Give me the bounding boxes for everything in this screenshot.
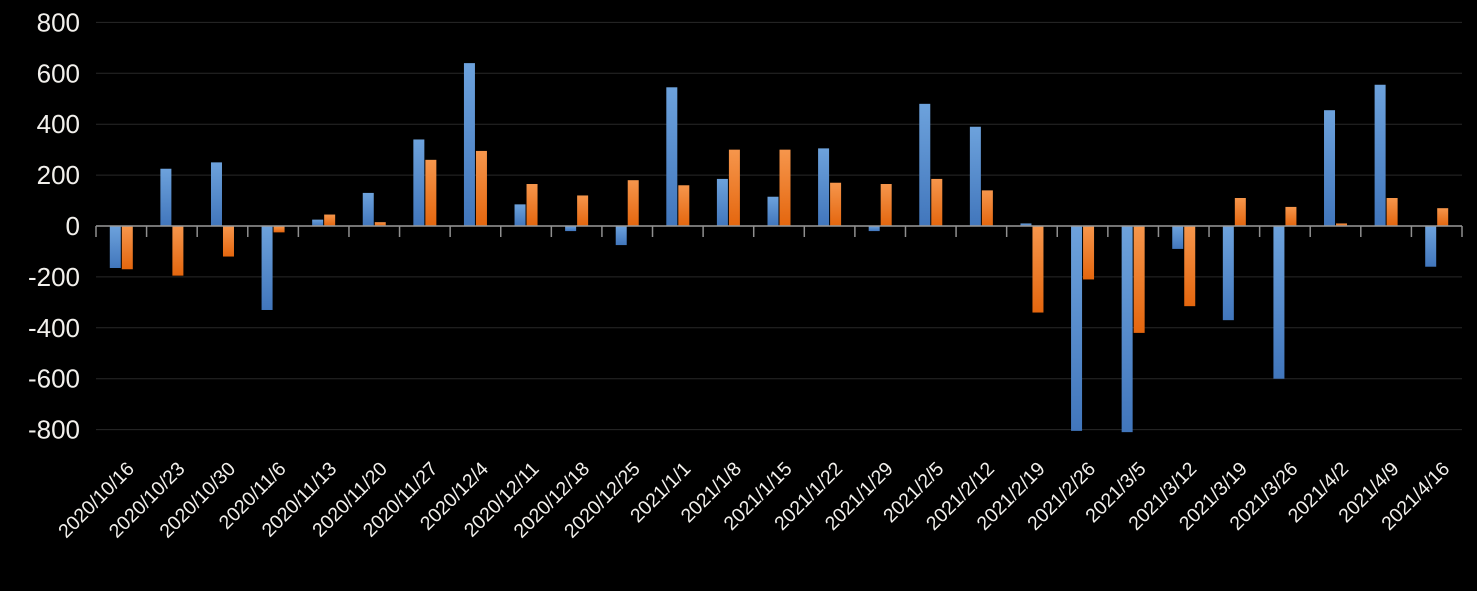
y-axis-tick-label--800: -800 bbox=[28, 415, 80, 445]
bar-orange-2021/3/26[interactable] bbox=[1285, 206, 1297, 226]
bar-blue-2020/12/11[interactable] bbox=[514, 204, 526, 226]
bar-orange-2020/10/16[interactable] bbox=[121, 226, 133, 270]
bar-orange-2020/10/30[interactable] bbox=[222, 226, 234, 257]
y-axis-tick-label-0: 0 bbox=[66, 211, 80, 241]
bar-blue-2021/4/2[interactable] bbox=[1324, 110, 1336, 226]
bar-blue-2020/12/18[interactable] bbox=[565, 226, 577, 232]
bar-blue-2020/12/25[interactable] bbox=[615, 226, 627, 246]
bars-group bbox=[109, 63, 1449, 433]
x-axis bbox=[95, 225, 1463, 237]
bar-blue-2021/2/12[interactable] bbox=[969, 126, 981, 226]
bar-orange-2020/12/4[interactable] bbox=[475, 150, 487, 226]
bar-blue-2021/2/26[interactable] bbox=[1071, 226, 1083, 431]
bar-orange-2021/2/26[interactable] bbox=[1083, 226, 1095, 280]
bar-orange-2020/12/25[interactable] bbox=[627, 180, 639, 226]
bar-orange-2020/11/27[interactable] bbox=[425, 159, 437, 226]
bar-blue-2020/11/27[interactable] bbox=[413, 139, 425, 226]
y-axis-tick-label-400: 400 bbox=[37, 109, 80, 139]
bar-blue-2021/1/22[interactable] bbox=[818, 148, 830, 226]
bar-orange-2021/1/15[interactable] bbox=[779, 149, 791, 226]
bar-blue-2020/11/20[interactable] bbox=[362, 192, 374, 226]
bar-blue-2021/1/1[interactable] bbox=[666, 87, 678, 226]
bar-blue-2021/1/8[interactable] bbox=[716, 178, 728, 226]
bar-blue-2020/10/16[interactable] bbox=[109, 226, 121, 268]
bar-orange-2020/11/20[interactable] bbox=[374, 222, 386, 226]
bar-blue-2021/3/12[interactable] bbox=[1172, 226, 1184, 249]
bar-orange-2021/1/22[interactable] bbox=[830, 182, 842, 226]
bar-blue-2021/3/26[interactable] bbox=[1273, 226, 1285, 379]
bar-orange-2021/1/1[interactable] bbox=[678, 185, 690, 226]
bar-blue-2020/10/23[interactable] bbox=[160, 168, 172, 226]
bar-blue-2020/11/13[interactable] bbox=[312, 219, 324, 226]
bar-blue-2021/2/5[interactable] bbox=[919, 103, 931, 226]
bar-orange-2021/1/29[interactable] bbox=[880, 184, 892, 226]
bar-blue-2021/4/9[interactable] bbox=[1374, 84, 1386, 226]
bar-orange-2021/3/5[interactable] bbox=[1133, 226, 1145, 333]
x-axis-labels: 2020/10/162020/10/232020/10/302020/11/62… bbox=[54, 458, 1454, 543]
y-axis-tick-label-800: 800 bbox=[37, 7, 80, 37]
bar-blue-2020/12/4[interactable] bbox=[463, 63, 475, 227]
bar-orange-2021/2/5[interactable] bbox=[931, 178, 943, 226]
y-axis-tick-label--200: -200 bbox=[28, 262, 80, 292]
bar-blue-2020/10/30[interactable] bbox=[210, 162, 222, 226]
y-axis-tick-label-600: 600 bbox=[37, 58, 80, 88]
bar-orange-2020/10/23[interactable] bbox=[172, 226, 184, 276]
bar-orange-2021/4/9[interactable] bbox=[1386, 198, 1398, 226]
y-axis-tick-label-200: 200 bbox=[37, 160, 80, 190]
bar-orange-2020/11/13[interactable] bbox=[324, 214, 336, 226]
bar-orange-2021/3/12[interactable] bbox=[1184, 226, 1196, 307]
bar-orange-2021/1/8[interactable] bbox=[728, 149, 740, 226]
bar-orange-2020/12/18[interactable] bbox=[577, 195, 589, 226]
y-axis-labels: 800 600 400 200 0 -200 -400 -600 -800 bbox=[28, 7, 80, 444]
bar-orange-2021/4/2[interactable] bbox=[1336, 223, 1348, 226]
bar-blue-2021/4/16[interactable] bbox=[1425, 226, 1437, 267]
bar-blue-2021/1/29[interactable] bbox=[868, 226, 880, 232]
bar-orange-2020/11/6[interactable] bbox=[273, 226, 285, 233]
bar-orange-2021/2/12[interactable] bbox=[981, 190, 993, 226]
bar-blue-2020/11/6[interactable] bbox=[261, 226, 273, 310]
gridlines bbox=[96, 21, 1462, 431]
bar-orange-2021/4/16[interactable] bbox=[1437, 208, 1449, 226]
bar-blue-2021/1/15[interactable] bbox=[767, 196, 779, 226]
bar-blue-2021/3/5[interactable] bbox=[1121, 226, 1133, 433]
bar-orange-2020/12/11[interactable] bbox=[526, 184, 538, 226]
y-axis-tick-label--600: -600 bbox=[28, 364, 80, 394]
y-axis-tick-label--400: -400 bbox=[28, 313, 80, 343]
bar-orange-2021/2/19[interactable] bbox=[1032, 226, 1044, 313]
bar-blue-2021/3/19[interactable] bbox=[1222, 226, 1234, 321]
bar-orange-2021/3/19[interactable] bbox=[1234, 198, 1246, 226]
bar-blue-2021/2/19[interactable] bbox=[1020, 223, 1032, 226]
